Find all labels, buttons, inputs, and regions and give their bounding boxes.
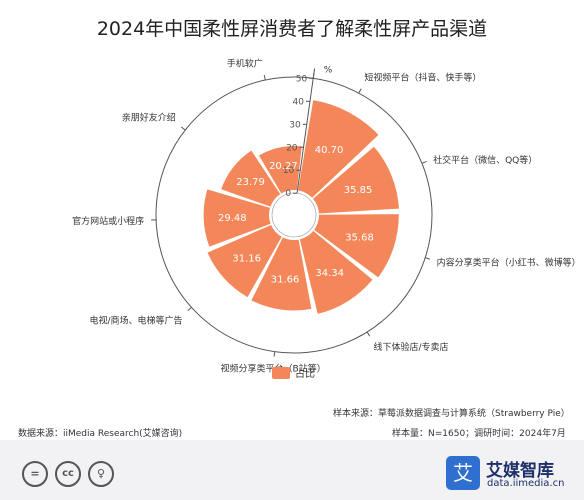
- angular-tick: [187, 306, 192, 312]
- category-label: 官方网站或小程序: [72, 215, 144, 227]
- angular-tick: [273, 351, 276, 357]
- radial-axis-line: [296, 68, 316, 194]
- data-source: 数据来源：iiMedia Research(艾媒咨询): [18, 429, 183, 439]
- category-label: 短视频平台（抖音、快手等）: [364, 72, 481, 84]
- bar-7: [221, 150, 281, 207]
- angular-tick: [366, 331, 371, 337]
- radial-tick-label: 30: [289, 120, 301, 130]
- bar-1: [313, 146, 399, 214]
- bar-6: [203, 189, 271, 247]
- labels-layer: 40.70 35.85 35.68 34.34 31.66 31.16 29.48 23.79…: [72, 57, 581, 374]
- legend-label: 占比: [295, 367, 315, 380]
- category-label: 线下体验店/专卖店: [373, 341, 448, 353]
- category-label: 社交平台（微信、QQ等）: [433, 154, 537, 166]
- legend-swatch: [272, 367, 290, 379]
- data-label: 31.66: [271, 275, 300, 286]
- angular-tick: [181, 126, 186, 131]
- bar-4: [251, 237, 312, 311]
- axis-layer: 0 10 20 30 40 50%: [151, 65, 433, 357]
- radial-tick-label: 40: [293, 97, 305, 107]
- category-label: 亲朋好友介绍: [122, 112, 176, 124]
- data-label: 20.27: [269, 161, 298, 172]
- bar-8: [258, 145, 302, 194]
- angular-tick: [358, 88, 362, 94]
- radial-tick-label: 50: [296, 74, 308, 84]
- brand-url: data.iimedia.cn: [487, 478, 565, 489]
- brand-name: 艾媒智库: [486, 461, 554, 481]
- cc-icon: cc: [55, 461, 81, 487]
- category-label: 电视/商场、电梯等广告: [89, 314, 182, 326]
- data-label: 31.16: [232, 254, 261, 265]
- bar-5: [207, 224, 282, 298]
- data-label: 34.34: [315, 268, 344, 279]
- data-label: 35.85: [344, 185, 373, 196]
- axis-unit-label: %: [324, 65, 333, 75]
- angular-tick: [425, 257, 431, 260]
- bar-0: [298, 100, 379, 198]
- category-label: 手机软广: [227, 57, 263, 69]
- chart-title: 2024年中国柔性屏消费者了解柔性屏产品渠道: [96, 18, 488, 40]
- radial-tick-label: 0: [285, 189, 291, 199]
- bars-layer: [203, 100, 399, 314]
- bar-2: [314, 214, 399, 278]
- person-icon: ♀: [88, 461, 114, 487]
- sample-source: 样本来源：草莓派数据调查与计算系统（Strawberry Pie）: [333, 409, 570, 419]
- angular-tick: [263, 75, 266, 81]
- outer-ring: [155, 76, 433, 354]
- brand-logo-icon: 艾: [446, 456, 480, 490]
- data-label: 35.68: [345, 232, 374, 243]
- data-label: 40.70: [315, 145, 344, 156]
- angular-tick: [421, 160, 427, 164]
- bar-3: [299, 230, 373, 314]
- inner-ring: [271, 192, 317, 238]
- radial-tick-label: 10: [283, 166, 295, 176]
- data-label: 29.48: [218, 213, 247, 224]
- angular-tick: [312, 73, 315, 79]
- legend: 占比: [272, 367, 315, 380]
- sample-size: 样本量：N=1650；调研时间：2024年7月: [392, 429, 566, 439]
- radial-tick-label: 20: [286, 143, 298, 153]
- data-label: 23.79: [236, 177, 265, 188]
- category-label: 内容分享类平台（小红书、微博等）: [437, 256, 581, 268]
- equals-icon: =: [22, 461, 48, 487]
